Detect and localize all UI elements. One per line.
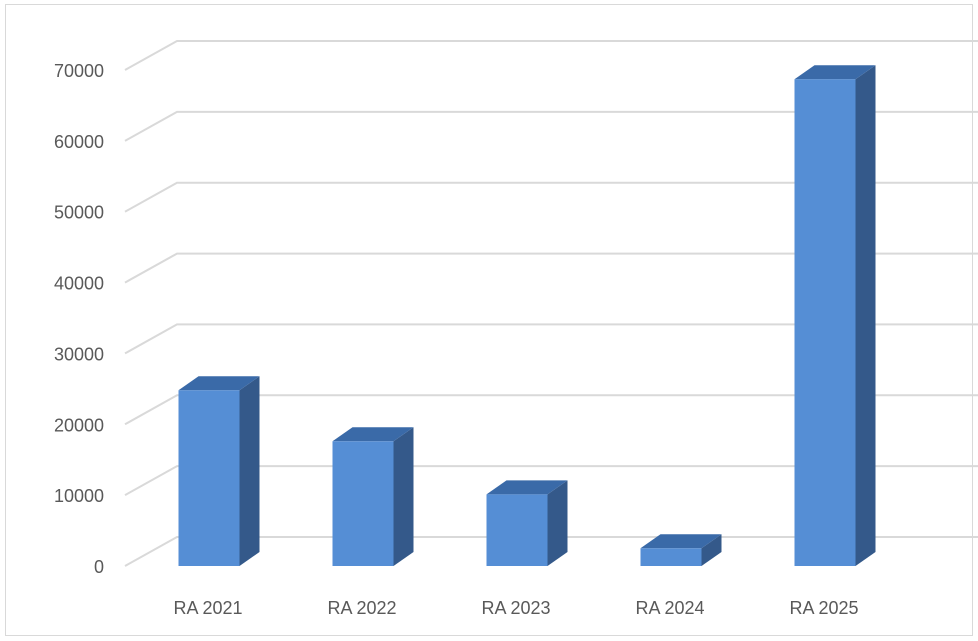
gridline bbox=[124, 394, 978, 426]
x-tick-label: RA 2023 bbox=[481, 598, 550, 618]
x-axis-ticks: RA 2021 RA 2022 RA 2023 RA 2024 RA 2025 bbox=[173, 598, 858, 618]
y-tick-label: 30000 bbox=[54, 344, 104, 364]
bar-front bbox=[640, 548, 702, 566]
bar-top bbox=[794, 65, 876, 80]
y-tick-label: 40000 bbox=[54, 274, 104, 294]
bar-top bbox=[332, 427, 414, 442]
gridline bbox=[124, 252, 978, 284]
gridline bbox=[124, 40, 978, 71]
x-tick-label: RA 2024 bbox=[635, 598, 704, 618]
bar-front bbox=[178, 390, 240, 566]
y-axis-ticks: 0 10000 20000 30000 40000 50000 60000 70000 bbox=[54, 61, 104, 577]
bar-side bbox=[239, 376, 260, 566]
bar-front bbox=[794, 79, 856, 566]
x-tick-label: RA 2022 bbox=[327, 598, 396, 618]
bar bbox=[640, 534, 722, 566]
bar-top bbox=[640, 534, 722, 549]
bar bbox=[794, 65, 876, 566]
y-tick-label: 0 bbox=[94, 557, 104, 577]
y-tick-label: 60000 bbox=[54, 132, 104, 152]
bar-top bbox=[178, 376, 260, 391]
gridline bbox=[124, 110, 978, 142]
bar-top bbox=[486, 480, 568, 495]
bar bbox=[486, 480, 568, 566]
y-tick-label: 70000 bbox=[54, 61, 104, 81]
gridline bbox=[124, 465, 978, 497]
bar-front bbox=[486, 494, 548, 566]
bar-side bbox=[855, 65, 876, 566]
gridline bbox=[124, 181, 978, 213]
y-tick-label: 10000 bbox=[54, 486, 104, 506]
bar-side bbox=[393, 427, 414, 566]
gridline bbox=[124, 323, 978, 355]
bar-side bbox=[701, 534, 722, 566]
bar-side bbox=[547, 480, 568, 566]
bars bbox=[178, 65, 876, 566]
bar bbox=[178, 376, 260, 566]
y-tick-label: 20000 bbox=[54, 415, 104, 435]
x-tick-label: RA 2025 bbox=[789, 598, 858, 618]
x-tick-label: RA 2021 bbox=[173, 598, 242, 618]
y-tick-label: 50000 bbox=[54, 203, 104, 223]
bar-front bbox=[332, 441, 394, 566]
bar bbox=[332, 427, 414, 566]
